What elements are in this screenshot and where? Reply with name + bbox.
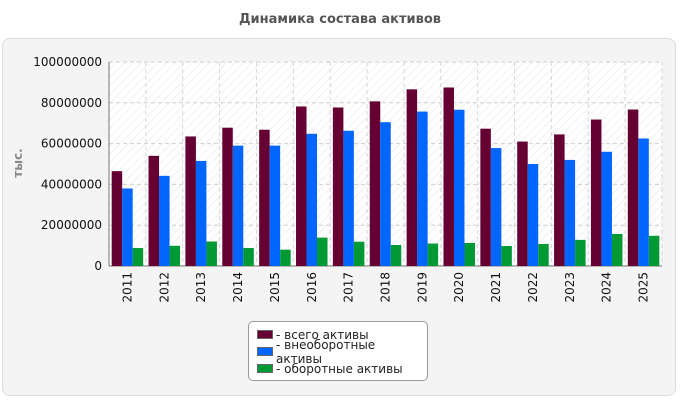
bar-current-2023 [575,239,586,266]
legend-swatch-noncurrent [257,347,273,356]
bar-current-2013 [206,241,217,266]
bar-current-2014 [243,248,254,266]
bar-noncurrent-2014 [232,145,244,266]
bar-total-2015 [259,129,270,266]
y-tick-label: 20000000 [41,218,102,232]
bar-current-2012 [169,245,181,266]
y-axis-label: тыс. [11,148,25,177]
x-tick-label: 2020 [452,272,466,303]
bar-total-2021 [480,128,491,266]
bars [111,87,660,267]
y-tick-label: 60000000 [41,137,102,151]
bar-current-2011 [132,248,144,266]
x-tick-label: 2015 [268,272,282,303]
x-tick-label: 2025 [637,272,651,303]
x-tick-label: 2013 [194,272,208,303]
bar-current-2020 [464,242,475,266]
bar-noncurrent-2024 [601,151,612,266]
legend-label-noncurrent: - внеоборотные активы [276,337,376,366]
bar-noncurrent-2017 [343,130,354,266]
bar-total-2016 [296,106,307,266]
legend-label-total: - всего активы [276,327,369,342]
bar-total-2025 [627,109,639,266]
bar-total-2019 [406,89,418,266]
bar-current-2017 [353,241,365,266]
bar-current-2025 [648,235,660,266]
x-tick-label: 2016 [305,272,319,303]
bar-total-2024 [590,119,602,266]
x-tick-label: 2011 [120,272,134,303]
legend-swatch-current [257,364,273,373]
x-tick-label: 2017 [342,272,356,303]
legend: - всего активы - внеоборотные активы - о… [248,321,428,381]
bar-noncurrent-2022 [527,164,539,266]
bar-total-2018 [369,101,381,266]
bar-current-2015 [280,249,291,266]
bar-noncurrent-2019 [417,111,428,267]
bar-noncurrent-2020 [453,109,465,267]
x-tick-label: 2018 [379,272,393,303]
bar-total-2014 [222,127,233,266]
bar-total-2023 [554,134,565,266]
bar-total-2022 [517,141,528,266]
y-tick-label: 0 [94,259,102,273]
bar-noncurrent-2025 [638,138,649,266]
bar-current-2018 [390,244,402,266]
x-tick-label: 2021 [489,272,503,303]
bar-noncurrent-2012 [159,175,170,266]
x-tick-label: 2024 [600,272,614,303]
y-axis-ticks: 0 20000000 40000000 60000000 80000000 1000000… [33,55,102,273]
legend-label-current: - оборотные активы [276,361,403,376]
x-tick-label: 2023 [563,272,577,303]
bar-total-2017 [332,107,344,266]
x-tick-label: 2022 [526,272,540,303]
y-tick-label: 80000000 [41,96,102,110]
x-axis-ticks: 2011 2012 2013 2014 2015 2016 2017 2018 2019 2020… [120,272,650,303]
bar-current-2021 [501,246,512,266]
bar-current-2016 [317,237,328,266]
y-tick-label: 100000000 [33,55,102,69]
x-tick-label: 2014 [231,272,245,303]
y-tick-label: 40000000 [41,177,102,191]
legend-swatch-total [257,330,273,339]
bar-noncurrent-2016 [306,133,318,266]
x-tick-label: 2012 [157,272,171,303]
chart-title: Динамика состава активов [238,12,442,27]
bar-total-2020 [443,87,454,266]
bar-noncurrent-2015 [269,145,281,266]
bar-current-2024 [611,233,623,266]
bar-current-2022 [538,243,549,266]
x-tick-label: 2019 [415,272,429,303]
bar-total-2012 [148,155,160,266]
bar-noncurrent-2013 [195,160,207,266]
bar-noncurrent-2023 [564,159,576,266]
bar-noncurrent-2018 [380,122,391,267]
legend-item-noncurrent: - внеоборотные активы [257,338,419,366]
bar-current-2019 [427,243,439,266]
legend-item-total: - всего активы [257,326,419,343]
legend-item-current: - оборотные активы [257,360,419,377]
bar-total-2013 [185,136,196,266]
bar-total-2011 [111,171,123,266]
bar-noncurrent-2021 [490,148,502,266]
bar-noncurrent-2011 [122,188,133,266]
